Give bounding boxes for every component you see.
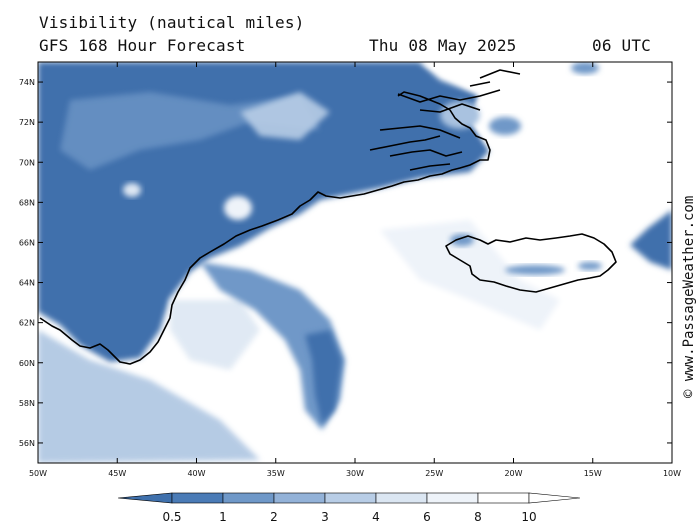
lon-tick-label: 20W bbox=[504, 469, 522, 478]
colorbar-label: 10 bbox=[521, 510, 536, 524]
visibility-swirl-sw bbox=[38, 330, 260, 463]
colorbar-segment bbox=[375, 492, 428, 504]
colorbar-label: 4 bbox=[372, 510, 380, 524]
lat-tick-label: 68N bbox=[19, 198, 35, 207]
iceland-coast bbox=[445, 233, 617, 293]
lowest-visibility-core-south bbox=[305, 330, 342, 425]
visibility-swirl-faint bbox=[170, 300, 260, 370]
lat-tick-label: 74N bbox=[19, 78, 35, 87]
low-visibility-region-east bbox=[630, 210, 672, 270]
lat-tick-label: 60N bbox=[19, 359, 35, 368]
lon-tick-label: 10W bbox=[663, 469, 681, 478]
lat-tick-label: 64N bbox=[19, 279, 35, 288]
lat-tick-label: 72N bbox=[19, 118, 35, 127]
clear-patch-1 bbox=[224, 196, 252, 220]
map-title: Visibility (nautical miles) bbox=[39, 13, 305, 32]
clear-patch-2 bbox=[123, 183, 141, 197]
colorbar-label: 8 bbox=[474, 510, 482, 524]
forecast-time: 06 UTC bbox=[592, 36, 651, 55]
visibility-patch-iceland-3 bbox=[450, 234, 474, 246]
lon-tick-label: 25W bbox=[425, 469, 443, 478]
colorbar-segment bbox=[273, 492, 326, 504]
greenland-coast bbox=[39, 91, 491, 365]
colorbar-segment bbox=[477, 492, 530, 504]
low-visibility-band-south bbox=[200, 262, 345, 430]
lat-tick-label: 66N bbox=[19, 238, 35, 247]
moderate-patch-ne bbox=[489, 117, 521, 135]
light-visibility-patch bbox=[240, 92, 330, 140]
lat-tick-label: 70N bbox=[19, 158, 35, 167]
colorbar-segment bbox=[222, 492, 275, 504]
colorbar-label: 3 bbox=[321, 510, 329, 524]
clear-region-east bbox=[420, 62, 672, 160]
colorbar-arrow-right bbox=[528, 492, 581, 504]
coastlines bbox=[39, 69, 617, 365]
colorbar-label: 2 bbox=[270, 510, 278, 524]
lat-tick-label: 56N bbox=[19, 439, 35, 448]
colorbar-segment bbox=[171, 492, 224, 504]
watermark: © www.PassageWeather.com bbox=[681, 196, 697, 398]
visibility-colorbar: 0.5 1 2 3 4 6 8 10 bbox=[117, 492, 581, 524]
colorbar-arrow-left bbox=[117, 492, 173, 504]
faint-haze-east bbox=[380, 220, 560, 330]
visibility-patch-iceland-2 bbox=[578, 262, 602, 270]
colorbar-segment bbox=[324, 492, 377, 504]
lon-tick-label: 45W bbox=[108, 469, 126, 478]
colorbar-label: 1 bbox=[219, 510, 227, 524]
colorbar-label: 0.5 bbox=[162, 510, 181, 524]
visibility-field bbox=[38, 62, 672, 463]
forecast-subtitle: GFS 168 Hour Forecast bbox=[39, 36, 246, 55]
lat-tick-label: 58N bbox=[19, 399, 35, 408]
lon-tick-label: 40W bbox=[187, 469, 205, 478]
lon-tick-label: 15W bbox=[584, 469, 602, 478]
moderate-patch-ne2 bbox=[571, 62, 599, 74]
colorbar-label: 6 bbox=[423, 510, 431, 524]
lon-tick-label: 35W bbox=[267, 469, 285, 478]
watermark-text: © www.PassageWeather.com bbox=[681, 196, 697, 398]
colorbar-segment bbox=[426, 492, 479, 504]
visibility-patch-iceland-1 bbox=[505, 265, 565, 275]
map-axes: 50W 45W 40W 35W 30W 25W 20W 15W 10W 56N 58N 60N 62N 6… bbox=[19, 62, 681, 478]
lat-tick-label: 62N bbox=[19, 319, 35, 328]
lon-tick-label: 50W bbox=[29, 469, 47, 478]
lon-tick-label: 30W bbox=[346, 469, 364, 478]
forecast-date: Thu 08 May 2025 bbox=[369, 36, 517, 55]
greenland-fjords bbox=[369, 69, 521, 171]
